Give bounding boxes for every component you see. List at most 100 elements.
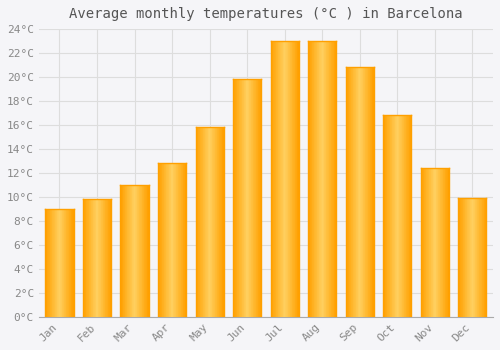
Bar [422,168,423,317]
Bar [94,199,95,317]
Bar [132,185,133,317]
Bar [166,163,167,317]
Bar [436,168,437,317]
Bar [97,199,98,317]
Bar [93,199,94,317]
Bar [54,209,55,317]
Bar [281,41,282,317]
Bar [84,199,85,317]
Bar [133,185,134,317]
Bar [147,185,148,317]
Bar [110,199,111,317]
Bar [131,185,132,317]
Bar [396,116,398,317]
Bar [100,199,101,317]
Bar [398,116,400,317]
Bar [48,209,49,317]
Bar [276,41,277,317]
Bar [218,127,219,317]
Bar [362,68,364,317]
Bar [469,198,470,317]
Bar [47,209,48,317]
Bar [107,199,108,317]
Bar [296,41,298,317]
Bar [441,168,442,317]
Bar [130,185,131,317]
Bar [255,79,256,317]
Bar [175,163,176,317]
Bar [286,41,287,317]
Bar [62,209,63,317]
Bar [64,209,65,317]
Bar [221,127,222,317]
Bar [206,127,207,317]
Bar [356,68,357,317]
Bar [51,209,52,317]
Bar [200,127,201,317]
Bar [275,41,276,317]
Bar [46,209,47,317]
Bar [164,163,165,317]
Bar [136,185,138,317]
Bar [393,116,394,317]
Bar [142,185,143,317]
Bar [210,127,211,317]
Bar [180,163,181,317]
Bar [83,199,84,317]
Bar [223,127,224,317]
Bar [471,198,472,317]
Bar [284,41,286,317]
Bar [387,116,388,317]
Bar [470,198,471,317]
Bar [197,127,198,317]
Bar [290,41,291,317]
Bar [181,163,182,317]
Bar [287,41,288,317]
Bar [361,68,362,317]
Bar [248,79,250,317]
Bar [61,209,62,317]
Bar [247,79,248,317]
Bar [394,116,395,317]
Bar [309,41,310,317]
Bar [327,41,328,317]
Bar [162,163,163,317]
Bar [167,163,168,317]
Bar [176,163,177,317]
Bar [73,209,74,317]
Bar [163,163,164,317]
Bar [213,127,214,317]
Bar [355,68,356,317]
Bar [447,168,448,317]
Bar [127,185,128,317]
Bar [244,79,245,317]
Bar [400,116,401,317]
Bar [326,41,327,317]
Bar [242,79,243,317]
Bar [219,127,220,317]
Bar [483,198,484,317]
Bar [102,199,104,317]
Bar [270,41,272,317]
Bar [459,198,460,317]
Bar [238,79,240,317]
Bar [243,79,244,317]
Bar [92,199,93,317]
Bar [144,185,145,317]
Bar [402,116,403,317]
Bar [476,198,478,317]
Bar [466,198,467,317]
Bar [373,68,374,317]
Bar [53,209,54,317]
Bar [55,209,56,317]
Bar [401,116,402,317]
Bar [480,198,481,317]
Bar [438,168,439,317]
Bar [391,116,392,317]
Bar [404,116,405,317]
Bar [240,79,241,317]
Bar [427,168,428,317]
Bar [279,41,280,317]
Bar [86,199,87,317]
Bar [58,209,59,317]
